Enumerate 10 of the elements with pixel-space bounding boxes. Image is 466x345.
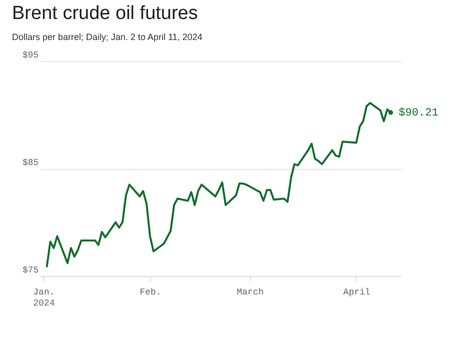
x-tick-label: March <box>236 288 264 298</box>
y-tick-label: $85 <box>22 158 39 168</box>
y-tick-label: $75 <box>22 266 39 276</box>
chart-title: Brent crude oil futures <box>12 3 198 24</box>
x-tick-label: Feb. <box>140 288 162 298</box>
annotation: $90.21 <box>398 107 439 120</box>
x-tick-label: Jan. 2024 <box>33 288 55 308</box>
y-tick-label: $95 <box>22 50 39 60</box>
x-tick-label: April <box>343 288 370 298</box>
chart-subtitle: Dollars per barrel; Daily; Jan. 2 to April 11, 2024 <box>12 32 202 42</box>
